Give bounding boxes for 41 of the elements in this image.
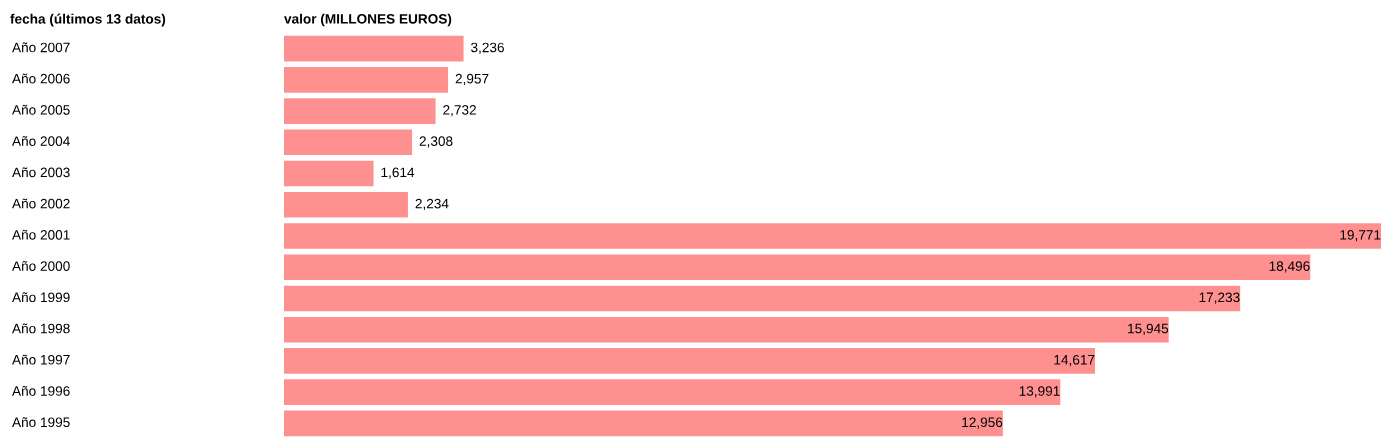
bar: [284, 35, 464, 62]
data-label: 15,945: [1128, 323, 1169, 335]
y-tick-label: Año 2002: [12, 198, 70, 209]
data-label: 3,236: [471, 42, 504, 54]
y-tick-label: Año 2003: [12, 167, 70, 178]
bar: [284, 254, 1311, 281]
data-label: 1,614: [381, 167, 415, 179]
data-label: 2,732: [443, 105, 476, 117]
data-label: 2,234: [415, 198, 449, 211]
y-tick-label: Año 2006: [12, 73, 70, 84]
data-label: 2,957: [455, 73, 489, 86]
data-label: 17,233: [1199, 292, 1240, 304]
y-tick-label: Año 2007: [12, 42, 70, 53]
data-label: 13,991: [1019, 386, 1060, 398]
y-tick-label: Año 1995: [12, 417, 70, 428]
bar: [284, 129, 413, 156]
data-label: 18,496: [1269, 261, 1310, 273]
bar: [284, 160, 374, 187]
y-tick-label: Año 1997: [12, 354, 70, 365]
y-tick-label: Año 2005: [12, 104, 70, 115]
bar: [284, 316, 1169, 343]
y-tick-label: Año 1998: [12, 323, 70, 334]
bar: [284, 348, 1096, 374]
y-tick-label: Año 2001: [12, 229, 70, 240]
y-tick-label: Año 2004: [12, 136, 70, 146]
data-label: 2,308: [419, 136, 453, 148]
y-tick-label: Año 2000: [12, 260, 70, 271]
bar: [284, 285, 1241, 312]
bar: [284, 223, 1381, 249]
data-label: 12,956: [962, 417, 1003, 429]
data-label: 14,617: [1054, 354, 1095, 367]
bar: [284, 67, 449, 93]
y-tick-label: Año 1996: [12, 385, 70, 396]
bar: [284, 98, 436, 124]
bar: [284, 379, 1061, 405]
bar: [284, 410, 1003, 437]
x-axis-title: valor (MILLONES EUROS): [284, 13, 452, 27]
y-tick-label: Año 1999: [12, 292, 70, 303]
y-axis-title: fecha (últimos 13 datos): [10, 13, 166, 27]
bar: [284, 191, 408, 218]
data-label: 19,771: [1340, 230, 1381, 242]
